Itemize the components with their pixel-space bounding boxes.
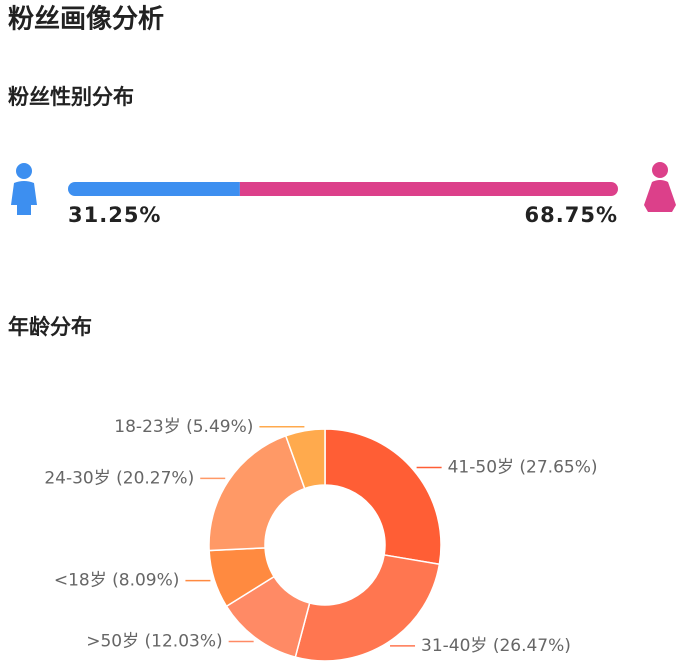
percent-label: (26.47%)	[493, 636, 571, 656]
slice-label: <18岁 (8.09%)	[54, 571, 180, 591]
bar-segment	[68, 182, 240, 196]
slice-label: 41-50岁 (27.65%)	[448, 457, 598, 477]
value-label: 31.25%	[68, 203, 161, 227]
section-title: 年龄分布	[8, 315, 92, 339]
percent-label: (27.65%)	[519, 457, 597, 477]
slice-label: >50岁 (12.03%)	[86, 631, 222, 651]
donut-slice	[324, 428, 442, 566]
category-label: <18岁	[54, 571, 107, 591]
category-label: 18-23岁	[114, 417, 180, 437]
percent-label: (20.27%)	[116, 468, 194, 488]
female-icon	[644, 162, 676, 212]
bar-segment	[239, 182, 618, 196]
male-icon	[11, 163, 37, 215]
category-label: >50岁	[86, 631, 139, 651]
slice-label: 31-40岁 (26.47%)	[421, 636, 571, 656]
category-label: 41-50岁	[448, 457, 514, 477]
donut-slice	[284, 428, 326, 490]
section-title: 粉丝性别分布	[8, 85, 134, 109]
slice-label: 18-23岁 (5.49%)	[114, 417, 253, 437]
percent-label: (12.03%)	[145, 631, 223, 651]
page-title: 粉丝画像分析	[8, 5, 164, 35]
value-label: 68.75%	[525, 203, 618, 227]
percent-label: (8.09%)	[112, 571, 179, 591]
donut-slice	[294, 554, 441, 662]
slice-label: 24-30岁 (20.27%)	[44, 468, 194, 488]
category-label: 24-30岁	[44, 468, 110, 488]
donut-slice	[208, 434, 306, 552]
percent-label: (5.49%)	[186, 417, 253, 437]
category-label: 31-40岁	[421, 636, 487, 656]
